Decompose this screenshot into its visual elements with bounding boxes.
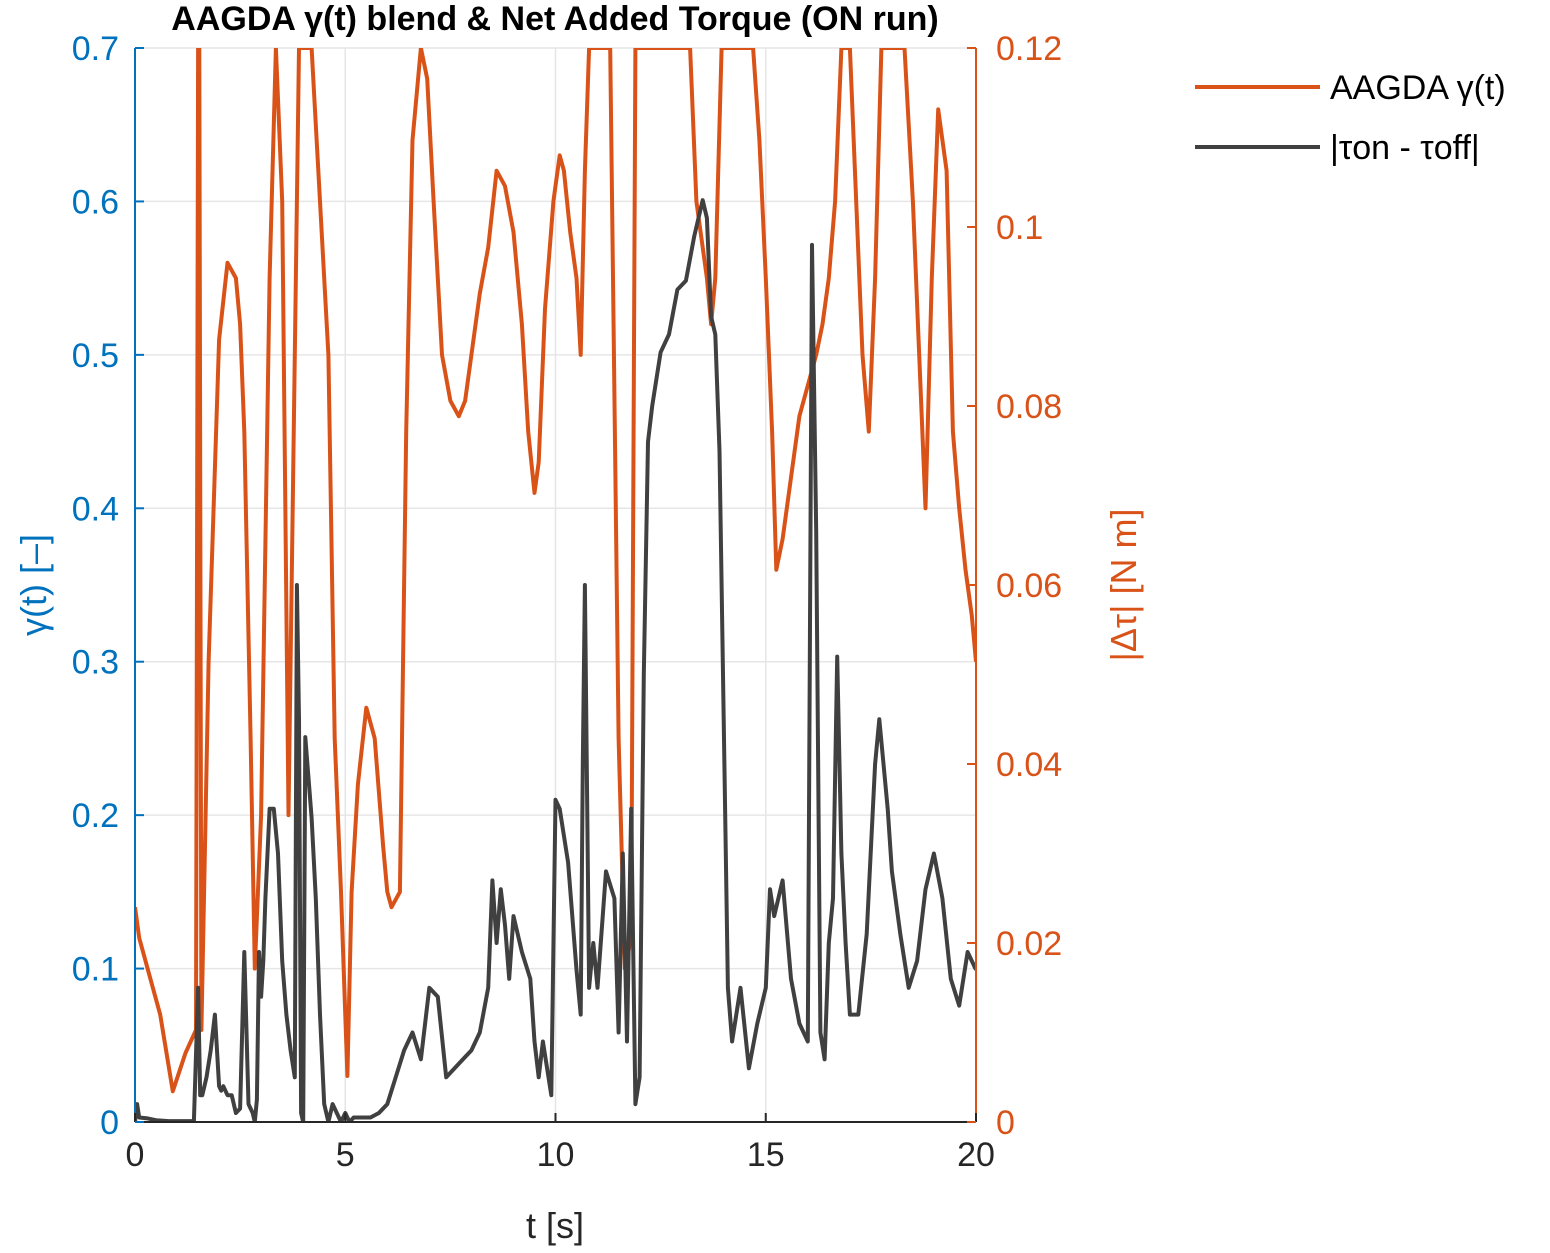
right-y-tick-label: 0.02 <box>996 925 1062 963</box>
left-y-tick-label: 0.4 <box>72 490 119 528</box>
left-y-tick-label: 0.5 <box>72 337 119 375</box>
x-tick-label: 5 <box>336 1136 355 1174</box>
right-y-tick-label: 0.06 <box>996 567 1062 605</box>
x-tick-label: 10 <box>537 1136 575 1174</box>
right-y-tick-label: 0.04 <box>996 746 1062 784</box>
left-y-tick-label: 0.1 <box>72 951 119 989</box>
left-y-tick-label: 0.2 <box>72 797 119 835</box>
left-y-tick-label: 0.7 <box>72 30 119 68</box>
x-axis-label: t [s] <box>526 1205 584 1246</box>
x-tick-label: 0 <box>126 1136 145 1174</box>
right-y-tick-label: 0.12 <box>996 30 1062 68</box>
left-y-axis-label: γ(t) [–] <box>13 534 54 636</box>
legend-label-torque: |τon - τoff| <box>1330 129 1480 167</box>
plot-area <box>135 48 976 1122</box>
right-y-tick-label: 0.08 <box>996 388 1062 426</box>
left-y-tick-label: 0.6 <box>72 183 119 221</box>
legend-label-gamma: AAGDA γ(t) <box>1330 69 1506 107</box>
x-tick-label: 15 <box>747 1136 785 1174</box>
left-y-tick-label: 0.3 <box>72 644 119 682</box>
left-y-tick-label: 0 <box>100 1104 119 1142</box>
series-line-gamma <box>135 48 976 1094</box>
right-y-tick-label: 0 <box>996 1104 1015 1142</box>
legend: AAGDA γ(t) |τon - τoff| <box>1195 69 1506 167</box>
x-tick-label: 20 <box>957 1136 995 1174</box>
series-line-torque <box>135 198 976 1122</box>
right-y-tick-label: 0.1 <box>996 209 1043 247</box>
chart-title: AAGDA γ(t) blend & Net Added Torque (ON … <box>171 0 938 38</box>
axis-ticks: 0 5 10 15 2000.10.20.30.40.50.60.700.020.040… <box>72 30 1062 1174</box>
right-y-axis-label: |Δτ| [N m] <box>1103 509 1144 662</box>
